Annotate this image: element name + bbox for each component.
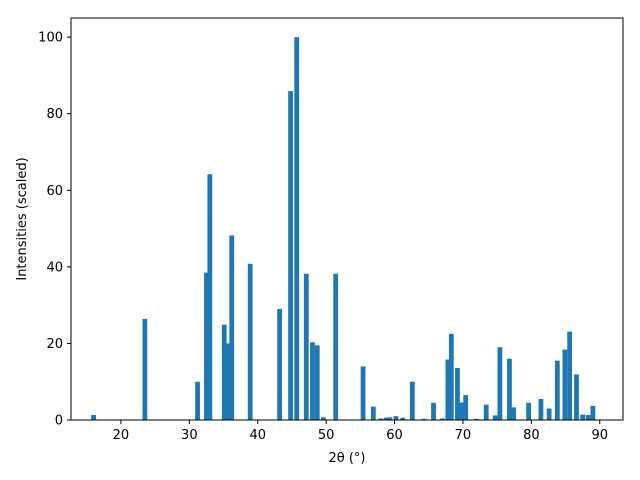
bar: [459, 402, 464, 420]
bar: [204, 272, 209, 420]
bar: [360, 366, 366, 420]
y-tick-label: 40: [46, 260, 63, 275]
bar: [393, 416, 399, 420]
bar: [294, 37, 300, 421]
bar: [546, 408, 552, 420]
bar: [225, 343, 231, 420]
x-ticks: 20 30 40 50 60 70 80 90: [113, 420, 608, 443]
bar: [247, 263, 253, 420]
x-tick-label: 30: [181, 428, 198, 443]
bar: [497, 347, 503, 420]
bar: [288, 91, 293, 420]
bar: [378, 418, 384, 420]
bar: [590, 405, 596, 420]
y-tick-label: 60: [46, 184, 63, 199]
plot-frame: [70, 17, 624, 421]
x-axis-label: 2θ (°): [328, 451, 365, 466]
bar: [142, 318, 148, 420]
bar: [431, 402, 436, 420]
y-axis-label: Intensities (scaled): [15, 157, 30, 280]
bar: [409, 381, 415, 420]
x-tick-label: 80: [523, 428, 540, 443]
x-tick-label: 70: [455, 428, 472, 443]
bar: [421, 418, 427, 420]
x-tick-label: 40: [249, 428, 266, 443]
bar: [538, 398, 544, 420]
bar: [448, 333, 454, 420]
bar: [383, 417, 389, 420]
bar: [574, 374, 579, 420]
bar: [387, 417, 393, 420]
bar: [195, 381, 200, 420]
y-tick-label: 100: [38, 31, 63, 46]
y-tick-label: 20: [46, 337, 63, 352]
bar: [207, 174, 213, 420]
bar: [221, 324, 227, 420]
bar: [400, 417, 406, 420]
x-tick-label: 60: [386, 428, 403, 443]
bar: [277, 308, 283, 420]
bar: [229, 235, 235, 420]
bar: [562, 349, 568, 420]
bar: [567, 331, 573, 420]
x-tick-label: 90: [591, 428, 608, 443]
y-ticks: 0 20 40 60 80 100: [38, 31, 71, 429]
bar: [526, 402, 531, 420]
bar: [483, 404, 489, 420]
bar: [474, 418, 480, 420]
bar: [554, 360, 560, 420]
bar: [463, 395, 469, 420]
x-tick-label: 20: [113, 428, 130, 443]
bar: [585, 415, 591, 420]
bar: [310, 342, 315, 420]
bar: [455, 367, 460, 420]
x-tick-label: 50: [318, 428, 335, 443]
bar: [507, 358, 512, 420]
bar: [492, 415, 498, 420]
bar: [321, 417, 326, 420]
bar: [580, 414, 586, 420]
bar: [440, 418, 445, 420]
bar: [91, 415, 96, 420]
bar: [511, 407, 516, 420]
bar: [314, 345, 320, 420]
bars-group: [91, 37, 596, 421]
y-tick-label: 80: [46, 107, 63, 122]
bar: [445, 359, 451, 420]
bar: [333, 273, 339, 420]
y-tick-label: 0: [55, 414, 63, 429]
bar: [303, 273, 309, 420]
bar: [370, 406, 376, 420]
